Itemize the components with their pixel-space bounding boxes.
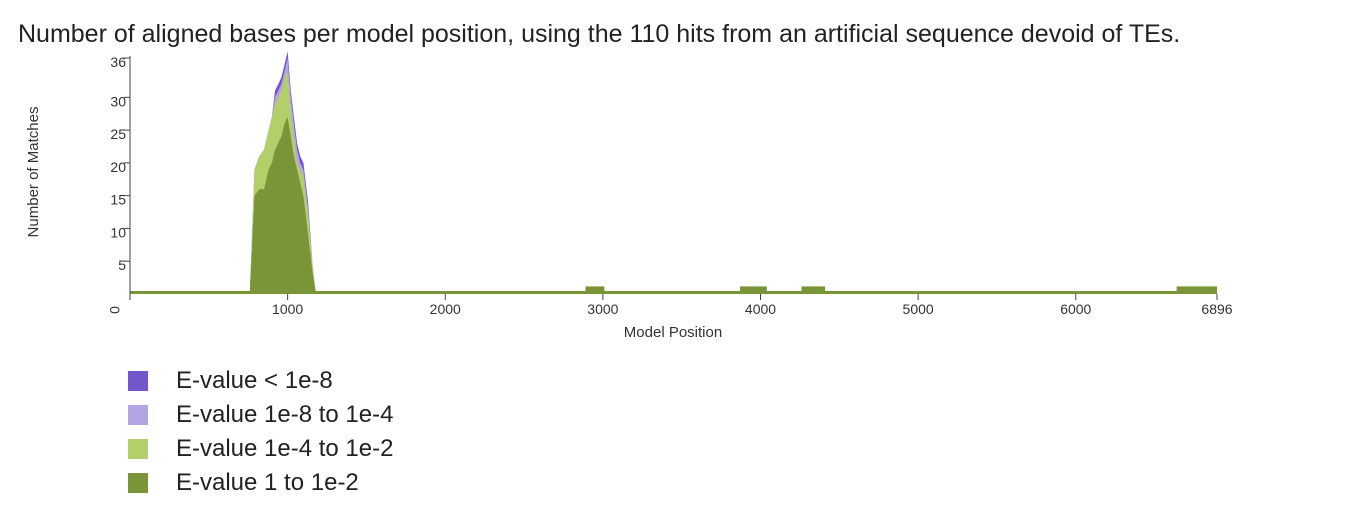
x-tick-label-1000: 1000 (272, 301, 303, 317)
chart-axes: 5 10 15 20 25 30 36 0 1000 2000 3000 4000 5000 6000 68… (107, 54, 1233, 317)
x-tick-label-6000: 6000 (1060, 301, 1091, 317)
legend-item-3: E-value 1e-4 to 1e-2 (128, 432, 393, 466)
x-tick-label-5000: 5000 (903, 301, 934, 317)
legend-item-4: E-value 1 to 1e-2 (128, 466, 393, 500)
y-tick-label-25: 25 (110, 126, 126, 142)
match-block-1 (585, 286, 605, 294)
legend-label-3: E-value 1e-4 to 1e-2 (176, 435, 394, 462)
chart-legend: E-value < 1e-8 E-value 1e-8 to 1e-4 E-valu… (128, 364, 393, 500)
x-tick-label-3000: 3000 (587, 301, 618, 317)
legend-swatch-4 (128, 473, 148, 493)
legend-label-1: E-value < 1e-8 (176, 367, 333, 394)
x-tick-label-4000: 4000 (745, 301, 776, 317)
x-tick-label-2000: 2000 (430, 301, 461, 317)
x-tick-label-0: 0 (107, 306, 123, 314)
y-tick-label-20: 20 (110, 159, 126, 175)
baseline-band (130, 291, 1217, 294)
legend-label-4: E-value 1 to 1e-2 (176, 469, 359, 496)
chart-caption: Number of aligned bases per model positi… (18, 20, 1181, 48)
legend-item-1: E-value < 1e-8 (128, 364, 393, 398)
match-blocks (130, 286, 1217, 294)
legend-item-2: E-value 1e-8 to 1e-4 (128, 398, 393, 432)
match-block-3 (801, 286, 826, 294)
y-axis-label: Number of Matches (25, 107, 42, 238)
y-tick-label-36: 36 (110, 54, 126, 70)
x-tick-label-6896: 6896 (1201, 301, 1232, 317)
legend-swatch-3 (128, 439, 148, 459)
y-tick-label-15: 15 (110, 192, 126, 208)
y-tick-label-10: 10 (110, 224, 126, 240)
legend-swatch-2 (128, 405, 148, 425)
y-tick-label-5: 5 (118, 257, 126, 273)
match-block-2 (740, 286, 767, 294)
legend-swatch-1 (128, 371, 148, 391)
series-area-4 (249, 117, 316, 294)
series-areas (249, 51, 316, 295)
y-tick-label-30: 30 (110, 93, 126, 109)
legend-label-2: E-value 1e-8 to 1e-4 (176, 401, 394, 428)
match-block-4 (1176, 286, 1217, 294)
x-axis-label: Model Position (624, 324, 722, 341)
